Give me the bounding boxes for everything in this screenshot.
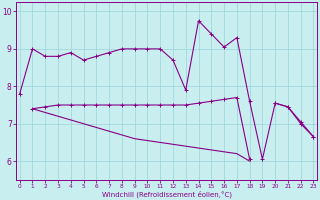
X-axis label: Windchill (Refroidissement éolien,°C): Windchill (Refroidissement éolien,°C) <box>101 190 232 198</box>
